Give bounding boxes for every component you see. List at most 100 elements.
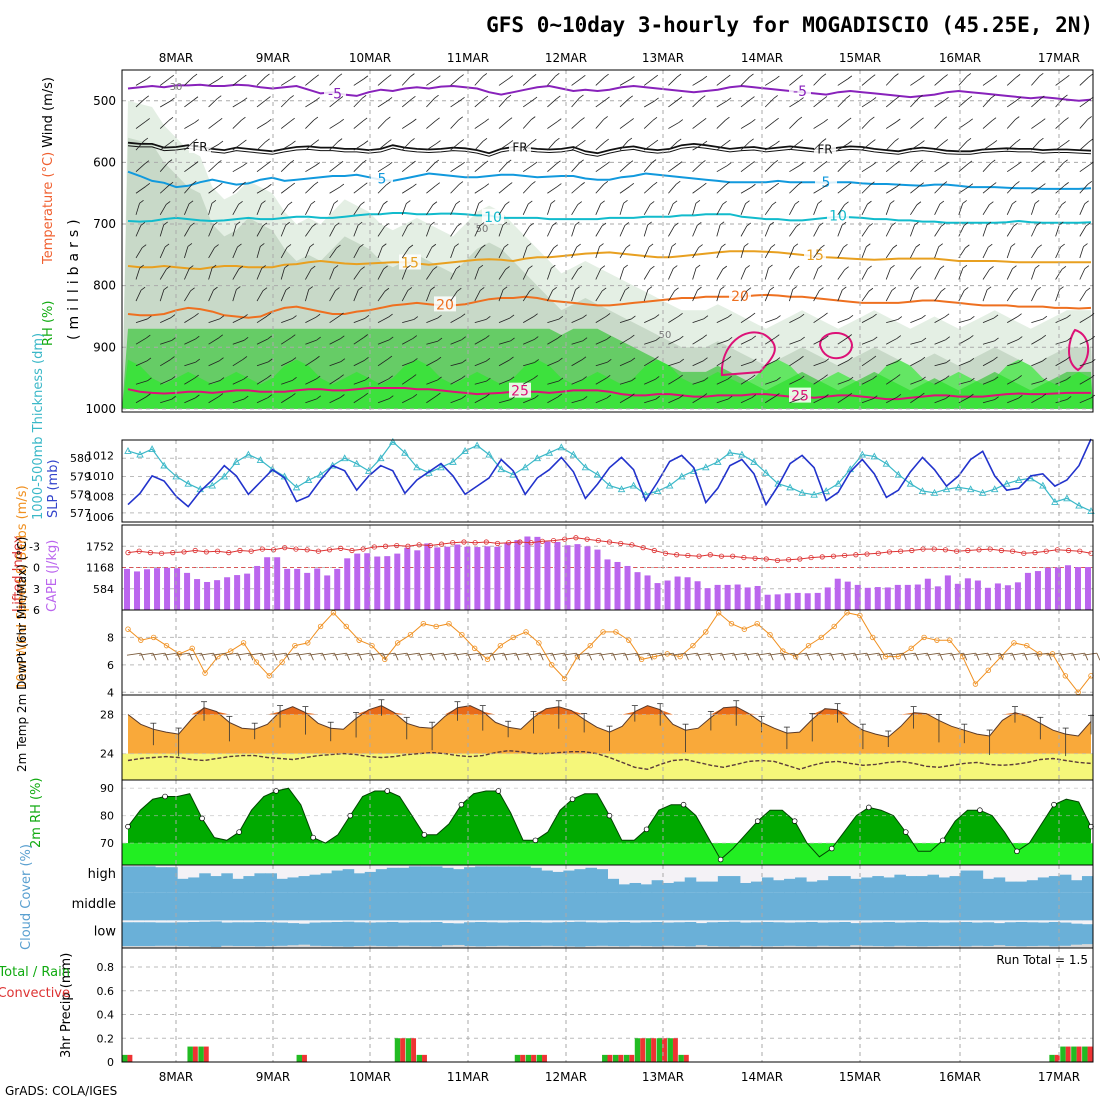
lifted-index-point (517, 539, 523, 545)
cape-bar (894, 584, 901, 610)
wind-barb-flag (871, 97, 877, 101)
wind-barb-flag (914, 286, 919, 291)
cloud-bar-low (750, 922, 763, 948)
wind-barb (377, 164, 389, 173)
wind-barb-flag (1065, 75, 1070, 79)
wind-barb (305, 184, 315, 194)
cloud-low-gap (938, 945, 951, 948)
cloud-bar-low (1004, 922, 1017, 948)
wind-barb (934, 316, 946, 323)
wind-barb (1079, 164, 1090, 173)
wind-barb-flag (752, 358, 757, 363)
cloud-bar-middle (133, 892, 145, 921)
wind-barb-flag (502, 286, 508, 291)
precip-total-bar (656, 1038, 663, 1062)
wind-barb-flag (798, 139, 804, 144)
cape-bar (414, 550, 421, 610)
wind-barb (740, 141, 750, 151)
wind-barb (498, 224, 504, 237)
wind-barb (837, 98, 847, 108)
wind-barb-flag (821, 138, 827, 142)
cloud-low-gap (243, 946, 255, 948)
wind-barb-flag (384, 287, 390, 292)
wind-barb-flag (989, 266, 994, 270)
surface-wind-barb (998, 652, 1013, 656)
wind-barb-flag (700, 95, 706, 99)
wind-barb-flag (218, 334, 224, 339)
wind-barb-flag (702, 140, 708, 145)
wind-barb-flag (214, 244, 219, 248)
wind-barb-flag (266, 161, 271, 165)
wind-barb (837, 379, 850, 385)
precip-total-bar (536, 1054, 543, 1062)
date-label-bottom: 9MAR (256, 1070, 291, 1084)
cape-bar (844, 581, 851, 610)
cape-bar (154, 568, 161, 610)
wind-barb-flag (963, 222, 969, 226)
wind-barb-flag (219, 377, 225, 381)
cloud-low-gap (441, 945, 454, 948)
wind-barb (982, 204, 990, 216)
cape-bar (744, 587, 751, 610)
cloud-bar-high (894, 874, 906, 893)
wind-barb (668, 141, 678, 151)
cloud-low-gap (232, 946, 244, 948)
wind-barb (1031, 98, 1041, 108)
wind-barb (305, 378, 317, 385)
wind-barb (1006, 203, 1013, 215)
cape-bar (364, 553, 371, 610)
cape-bar (674, 576, 681, 610)
surface-wind-barb (647, 652, 662, 656)
wind-barb (1031, 290, 1038, 302)
cloud-low-gap (177, 946, 189, 948)
surface-wind-barb-flag (213, 653, 218, 661)
wind-barb (498, 246, 505, 259)
wind-barb (934, 398, 946, 404)
wind-barb-flag (384, 223, 389, 227)
cloud-bar-middle (1037, 892, 1050, 921)
wind-barb (305, 316, 317, 324)
cloud-bar-middle (563, 892, 575, 921)
wind-barb (643, 204, 651, 216)
surface-wind-barb (163, 652, 178, 656)
cloud-bar-high (828, 876, 840, 893)
isotherm-p15 (127, 250, 1091, 271)
wind-barb (764, 247, 772, 259)
rh-point (606, 812, 613, 819)
lifted-index-point (427, 542, 433, 549)
cloud-low-gap (122, 946, 134, 948)
isotherm-label: -5 (793, 84, 807, 100)
wind-barb (280, 120, 291, 129)
wind-barb-flag (890, 200, 895, 204)
wind-barb-flag (870, 181, 875, 186)
cloud-low-gap (1081, 944, 1094, 948)
wind-barb-flag (411, 374, 417, 378)
wind-barb (789, 289, 794, 302)
cloud-bar-middle (651, 892, 664, 921)
wind-barb-flag (139, 264, 144, 269)
wind-barb-flag (896, 393, 902, 398)
cloud-bar-middle (750, 892, 763, 921)
wind-barb (716, 204, 723, 216)
wind-barb-flag (533, 313, 538, 317)
cloud-bar-high (508, 866, 520, 893)
wind-barb-flag (218, 393, 224, 397)
panel-border (121, 609, 1094, 696)
wind-barb-flag (769, 286, 775, 291)
surface-wind-barb-flag (527, 653, 532, 661)
wind-barb (522, 268, 529, 280)
wind-barb-flag (505, 201, 510, 205)
surface-wind-barb (538, 652, 553, 656)
cloud-bar-low (254, 921, 266, 948)
wind-barb (159, 120, 170, 129)
wind-barb-flag (1034, 200, 1040, 204)
wind-barb-flag (1085, 287, 1091, 292)
wind-barb-flag (847, 140, 853, 145)
wind-barb (958, 163, 969, 172)
wind-barb (789, 339, 801, 345)
wind-barb-flag (529, 287, 534, 292)
wind-barb (280, 163, 291, 172)
wind-barb (498, 399, 511, 404)
wind-barb (885, 76, 895, 86)
